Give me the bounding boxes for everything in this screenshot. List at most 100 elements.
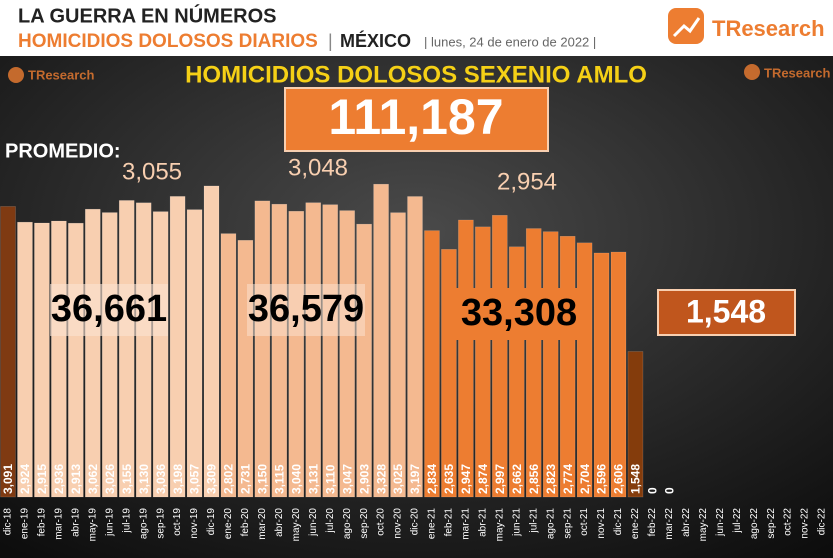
x-tick-label: ago-21 <box>545 508 556 540</box>
value-label: 2,903 <box>357 464 371 494</box>
bar <box>237 240 254 498</box>
x-tick-label: nov-21 <box>596 508 607 539</box>
bar <box>559 235 576 498</box>
x-tick-label: dic-20 <box>410 508 421 536</box>
value-label: 2,915 <box>35 464 49 494</box>
x-tick-label: jun-22 <box>715 508 726 537</box>
bar <box>118 200 135 498</box>
bar <box>356 223 372 498</box>
x-tick-label: abr-21 <box>477 508 488 537</box>
total-box <box>452 288 586 340</box>
value-label: 2,924 <box>18 464 32 494</box>
x-tick-label: jul-22 <box>732 508 743 534</box>
x-tick-label: feb-19 <box>37 508 48 537</box>
bar <box>85 208 101 498</box>
value-label: 2,704 <box>578 464 592 494</box>
x-tick-label: nov-22 <box>800 508 811 539</box>
header-logo: TResearch <box>668 8 825 44</box>
x-tick-label: mar-20 <box>257 508 268 540</box>
value-label: 2,947 <box>459 464 473 494</box>
x-tick-label: may-21 <box>494 508 505 542</box>
value-label: 3,062 <box>86 464 100 494</box>
bar <box>186 209 203 498</box>
bar <box>68 222 84 498</box>
x-tick-label: dic-21 <box>613 508 624 536</box>
bar <box>424 230 440 498</box>
bar <box>492 215 508 498</box>
bar <box>525 228 542 498</box>
bar <box>152 211 169 498</box>
date: | lunes, 24 de enero de 2022 | <box>424 34 596 49</box>
x-tick-label: dic-22 <box>817 508 828 536</box>
bar <box>288 210 305 498</box>
average: 3,055 <box>122 158 182 185</box>
bar <box>373 183 389 498</box>
x-tick-label: mar-21 <box>461 508 472 540</box>
logo-text: TResearch <box>28 67 95 82</box>
value-label: 3,047 <box>340 464 354 494</box>
x-tick-label: abr-19 <box>70 508 81 537</box>
bar <box>390 212 406 498</box>
x-tick-label: nov-20 <box>393 508 404 539</box>
x-tick-label: may-19 <box>87 508 98 542</box>
x-tick-label: feb-21 <box>444 508 455 537</box>
value-label: 2,802 <box>222 464 236 494</box>
bar <box>610 251 627 498</box>
bar <box>271 203 288 498</box>
bar <box>254 200 271 498</box>
value-label: 3,091 <box>1 464 15 494</box>
logo-arrow <box>672 17 701 38</box>
logo-icon <box>744 64 760 80</box>
separator: | <box>328 31 333 51</box>
average: 2,954 <box>497 168 557 195</box>
value-label: 2,731 <box>239 464 253 494</box>
x-tick-label: mar-22 <box>664 508 675 540</box>
year-total: 33,308 <box>461 292 577 334</box>
x-tick-label: oct-20 <box>376 508 387 536</box>
bar <box>542 231 559 498</box>
bar <box>203 185 220 498</box>
logo-text: TResearch <box>712 16 825 41</box>
value-label: 2,823 <box>544 464 558 494</box>
x-tick-label: ago-20 <box>342 508 353 540</box>
value-label: 2,874 <box>476 464 490 494</box>
x-tick-label: abr-20 <box>274 508 285 537</box>
bar <box>169 196 186 498</box>
value-label: 2,596 <box>595 464 609 494</box>
value-label: 1,548 <box>629 464 643 494</box>
x-tick-label: ene-20 <box>223 508 234 540</box>
value-label: 2,635 <box>442 464 456 494</box>
total-box <box>657 289 796 336</box>
value-label: 3,328 <box>374 464 388 494</box>
bar <box>509 246 525 498</box>
x-tick-label: sep-20 <box>359 508 370 539</box>
value-label: 3,057 <box>188 464 202 494</box>
x-tick-label: ene-21 <box>427 508 438 540</box>
value-label: 0 <box>646 487 660 494</box>
value-label: 2,936 <box>52 464 66 494</box>
kicker: LA GUERRA EN NÚMEROS <box>18 3 277 27</box>
bar <box>17 221 33 498</box>
x-tick-label: oct-21 <box>579 508 590 536</box>
corner-logo-left: TResearch <box>8 67 95 83</box>
x-tick-label: jul-20 <box>325 508 336 534</box>
value-label: 3,150 <box>256 464 270 494</box>
bar <box>441 249 457 498</box>
x-tick-label: nov-19 <box>189 508 200 539</box>
x-tick-label: ene-22 <box>630 508 641 540</box>
bar <box>475 226 491 498</box>
corner-logo-right: TResearch <box>744 64 831 80</box>
bar <box>102 212 118 498</box>
x-tick-label: jun-20 <box>308 508 319 537</box>
value-label: 3,115 <box>273 464 287 494</box>
x-tick-label: oct-22 <box>783 508 794 536</box>
value-label: 2,997 <box>493 464 507 494</box>
x-tick-label: mar-19 <box>54 508 65 540</box>
total-box <box>284 87 549 152</box>
grand-total: 111,187 <box>328 89 503 145</box>
annotations: 111,187 3,055 3,048 2,954 36,661 36,579 … <box>50 87 796 340</box>
x-tick-label: may-20 <box>291 508 302 542</box>
x-tick-label: jun-19 <box>104 508 115 537</box>
x-tick-label: jul-21 <box>528 508 539 534</box>
value-label: 3,026 <box>103 464 117 494</box>
